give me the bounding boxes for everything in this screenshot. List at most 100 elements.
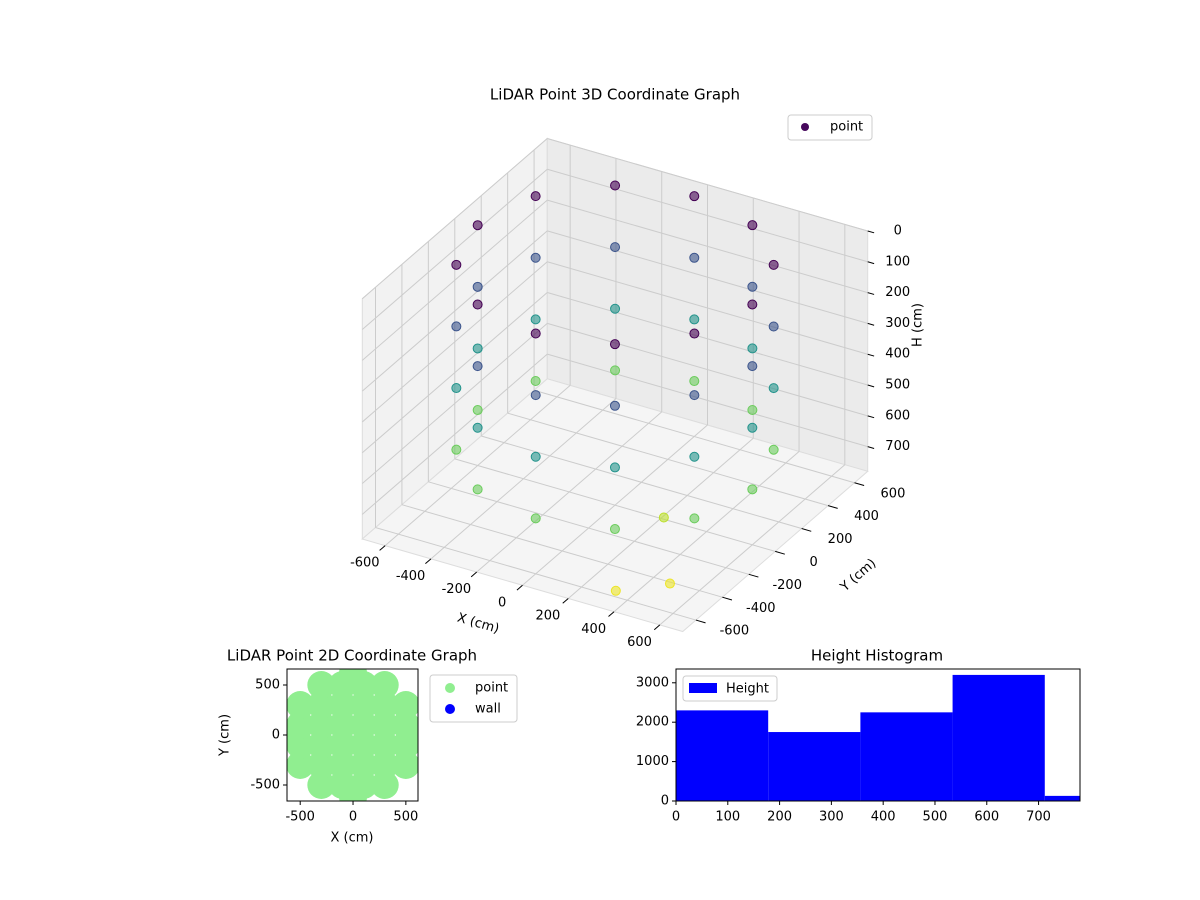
legend-box <box>682 675 778 702</box>
x-tick-label: 0 <box>498 595 506 610</box>
point <box>747 299 758 310</box>
y-tick-label: -500 <box>250 778 280 793</box>
x-tick-label: 600 <box>627 635 652 650</box>
grid-line <box>547 138 868 232</box>
point <box>287 721 304 749</box>
plot-area <box>287 669 418 801</box>
point <box>530 390 541 401</box>
tick <box>801 528 812 532</box>
z-axis-label: H (cm) <box>911 303 926 347</box>
x-tick-label: -200 <box>442 582 472 597</box>
x-tick-label: 400 <box>581 622 606 637</box>
point <box>530 252 541 263</box>
z-tick-label: 400 <box>885 347 910 362</box>
tick <box>653 624 661 631</box>
point <box>610 365 621 376</box>
tick <box>867 322 875 326</box>
grid-line <box>361 138 548 300</box>
point <box>328 731 357 759</box>
tick <box>722 596 733 601</box>
chart-title: LiDAR Point 2D Coordinate Graph <box>227 647 477 665</box>
z-tick-label: 600 <box>885 408 910 423</box>
legend-marker <box>445 683 455 693</box>
point <box>472 343 483 354</box>
z-tick-label: 0 <box>894 223 902 238</box>
point <box>530 328 541 339</box>
point <box>609 462 620 473</box>
point <box>747 220 758 231</box>
point <box>451 383 462 394</box>
legend-label: Height <box>726 682 769 697</box>
point <box>472 405 483 416</box>
grid-line <box>375 527 697 621</box>
tick <box>608 611 615 617</box>
tick <box>867 415 875 419</box>
point <box>747 484 758 495</box>
y-tick-label: 1000 <box>636 754 669 769</box>
point <box>610 303 621 314</box>
point <box>530 314 541 325</box>
x-axis-label: X (cm) <box>331 831 374 846</box>
point <box>307 751 336 779</box>
grid-line <box>533 389 855 484</box>
bar <box>768 732 861 801</box>
y-tick-label: 500 <box>255 678 280 693</box>
y-tick-label: 600 <box>881 486 906 501</box>
point <box>689 191 700 202</box>
bar <box>952 674 1045 801</box>
point <box>689 513 700 524</box>
chart-title: LiDAR Point 3D Coordinate Graph <box>490 86 740 104</box>
x-tick-label: -500 <box>285 810 315 825</box>
x-tick-label: 200 <box>536 609 561 624</box>
z-tick-label: 200 <box>885 285 910 300</box>
point <box>689 314 700 325</box>
grid-line <box>547 230 868 324</box>
tick <box>867 446 875 449</box>
tick <box>867 261 875 265</box>
tick <box>562 598 569 604</box>
grid-line <box>454 458 776 552</box>
point <box>747 361 758 372</box>
point <box>609 524 620 535</box>
y-tick-label: -400 <box>746 601 776 616</box>
y-tick-label: 0 <box>272 728 280 743</box>
legend-label: point <box>475 681 508 696</box>
x-tick-label: 700 <box>1026 810 1051 825</box>
y-tick-label: -200 <box>772 578 802 593</box>
point <box>689 376 700 387</box>
tick <box>695 619 706 624</box>
grid-line <box>481 435 802 530</box>
tick <box>379 545 386 551</box>
point <box>609 400 620 411</box>
x-tick-label: 500 <box>923 810 948 825</box>
point <box>287 751 315 779</box>
point <box>768 259 779 270</box>
point <box>530 191 541 202</box>
tick <box>867 384 875 388</box>
x-tick-label: -400 <box>396 569 426 584</box>
x-tick-label: 600 <box>974 810 999 825</box>
point <box>370 711 399 739</box>
point <box>307 771 336 799</box>
legend-label: point <box>830 120 863 135</box>
point <box>689 328 700 339</box>
tick <box>516 584 523 591</box>
legend-marker <box>689 683 717 693</box>
point <box>472 220 483 231</box>
x-tick-label: -600 <box>350 556 380 571</box>
point <box>747 405 758 416</box>
point <box>349 731 378 759</box>
point <box>370 751 399 779</box>
grid-line <box>361 353 548 515</box>
y-tick-label: 0 <box>810 555 818 570</box>
point <box>328 751 357 779</box>
grid-line <box>547 353 868 448</box>
point <box>530 376 541 387</box>
point <box>391 751 418 779</box>
tick <box>827 505 838 509</box>
point <box>689 390 700 401</box>
point <box>339 783 368 801</box>
grid-line <box>361 322 548 484</box>
z-tick-label: 100 <box>885 254 910 269</box>
